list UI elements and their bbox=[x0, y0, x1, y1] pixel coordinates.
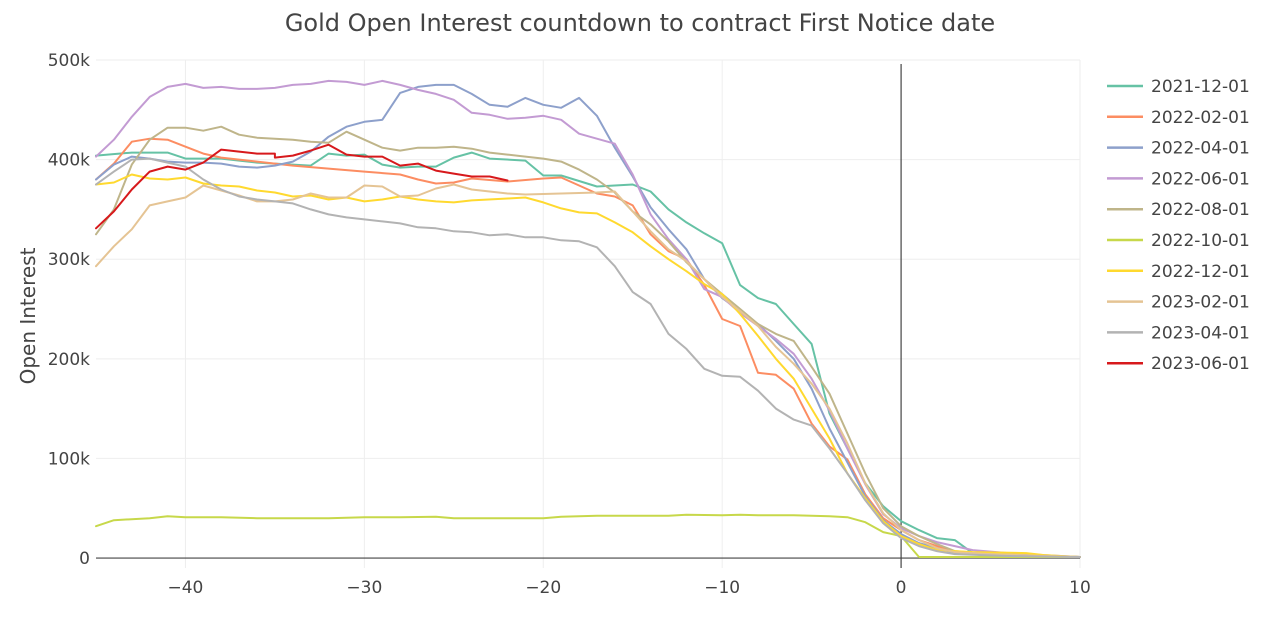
x-tick-label: 10 bbox=[1069, 578, 1091, 598]
series-line-2021-12-01[interactable] bbox=[95, 151, 1081, 558]
x-tick-label: −20 bbox=[525, 578, 561, 598]
legend-item-2023-02-01[interactable]: 2023-02-01 bbox=[1107, 293, 1250, 313]
legend-label: 2023-02-01 bbox=[1151, 293, 1250, 313]
x-tick-label: −40 bbox=[168, 578, 204, 598]
x-tick-label: −30 bbox=[346, 578, 382, 598]
x-tick-label: −10 bbox=[704, 578, 740, 598]
x-tick-label: 0 bbox=[896, 578, 907, 598]
legend-item-2022-12-01[interactable]: 2022-12-01 bbox=[1107, 262, 1250, 282]
chart-title: Gold Open Interest countdown to contract… bbox=[285, 9, 995, 37]
series-line-2023-06-01[interactable] bbox=[95, 143, 509, 230]
legend-item-2023-04-01[interactable]: 2023-04-01 bbox=[1107, 323, 1250, 343]
legend-item-2022-10-01[interactable]: 2022-10-01 bbox=[1107, 231, 1250, 251]
y-tick-label: 100k bbox=[48, 449, 90, 469]
legend-item-2023-06-01[interactable]: 2023-06-01 bbox=[1107, 354, 1250, 374]
series-line-2023-04-01[interactable] bbox=[95, 157, 1081, 558]
y-tick-label: 400k bbox=[48, 151, 90, 171]
legend-item-2021-12-01[interactable]: 2021-12-01 bbox=[1107, 77, 1250, 97]
legend-item-2022-04-01[interactable]: 2022-04-01 bbox=[1107, 139, 1250, 159]
series-line-2022-02-01[interactable] bbox=[95, 137, 1081, 558]
y-axis-label: Open Interest bbox=[16, 247, 40, 384]
legend-item-2022-02-01[interactable]: 2022-02-01 bbox=[1107, 108, 1250, 128]
legend-label: 2022-10-01 bbox=[1151, 231, 1250, 251]
gridlines bbox=[96, 59, 1081, 568]
axes: 0 100k 200k 300k 400k 500k −40 −30 −20 −10 0 10 bbox=[48, 51, 1091, 598]
y-tick-label: 200k bbox=[48, 350, 90, 370]
legend-label: 2021-12-01 bbox=[1151, 77, 1250, 97]
legend-label: 2023-06-01 bbox=[1151, 354, 1250, 374]
series-lines bbox=[95, 79, 1081, 558]
legend-label: 2022-08-01 bbox=[1151, 200, 1250, 220]
y-tick-label: 500k bbox=[48, 51, 90, 71]
legend-item-2022-08-01[interactable]: 2022-08-01 bbox=[1107, 200, 1250, 220]
series-line-2022-04-01[interactable] bbox=[95, 83, 1081, 558]
legend-label: 2022-06-01 bbox=[1151, 169, 1250, 189]
series-line-2022-10-01[interactable] bbox=[95, 513, 1081, 558]
legend-label: 2023-04-01 bbox=[1151, 323, 1250, 343]
legend-label: 2022-04-01 bbox=[1151, 139, 1250, 159]
series-line-2022-12-01[interactable] bbox=[95, 173, 1081, 558]
legend-item-2022-06-01[interactable]: 2022-06-01 bbox=[1107, 169, 1250, 189]
series-line-2023-02-01[interactable] bbox=[95, 183, 1081, 558]
legend-label: 2022-02-01 bbox=[1151, 108, 1250, 128]
series-line-2022-08-01[interactable] bbox=[95, 125, 1081, 558]
legend[interactable]: 2021-12-01 2022-02-01 2022-04-01 2022-06-01… bbox=[1107, 77, 1250, 374]
legend-label: 2022-12-01 bbox=[1151, 262, 1250, 282]
y-tick-label: 0 bbox=[79, 549, 90, 569]
y-tick-label: 300k bbox=[48, 250, 90, 270]
